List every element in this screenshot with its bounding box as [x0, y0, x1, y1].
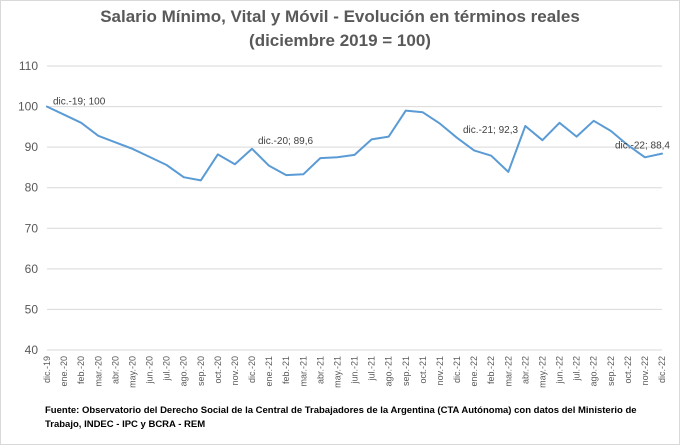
- x-tick-label: nov.-22: [640, 356, 650, 385]
- data-point: [387, 135, 390, 138]
- data-point: [370, 138, 373, 141]
- data-point: [456, 136, 459, 139]
- data-point: [404, 109, 407, 112]
- x-tick-label: nov.-21: [435, 356, 445, 385]
- y-tick-label: 110: [19, 59, 38, 73]
- chart-title-line1: Salario Mínimo, Vital y Móvil - Evolució…: [100, 7, 580, 26]
- data-point: [199, 179, 202, 182]
- data-label: dic.-20; 89,6: [258, 136, 313, 147]
- data-label: dic.-19; 100: [53, 97, 106, 108]
- y-tick-label: 50: [25, 302, 39, 316]
- x-tick-label: abr.-20: [110, 356, 120, 384]
- data-point: [507, 170, 510, 173]
- data-point: [131, 147, 134, 150]
- x-tick-label: ago.-21: [384, 356, 394, 387]
- data-point: [285, 174, 288, 177]
- y-tick-label: 80: [25, 181, 39, 195]
- data-point: [421, 111, 424, 114]
- x-tick-label: mar.-20: [93, 356, 103, 387]
- x-tick-label: jun.-20: [145, 356, 155, 385]
- x-tick-label: feb.-22: [486, 356, 496, 384]
- x-tick-label: ene.-20: [59, 356, 69, 387]
- data-point: [558, 121, 561, 124]
- x-tick-label: sep.-21: [401, 356, 411, 386]
- x-tick-label: dic.-19: [42, 356, 52, 383]
- data-point: [46, 105, 49, 108]
- x-tick-label: ene.-21: [264, 356, 274, 387]
- data-point: [473, 149, 476, 152]
- x-tick-label: may.-22: [537, 356, 547, 388]
- x-tick-label: oct.-21: [418, 356, 428, 384]
- x-tick-label: abr.-21: [315, 356, 325, 384]
- x-tick-label: dic.-21: [452, 356, 462, 383]
- data-point: [336, 156, 339, 159]
- x-tick-label: mar.-21: [298, 356, 308, 387]
- data-point: [575, 135, 578, 138]
- x-tick-label: jun.-22: [555, 356, 565, 385]
- data-point: [609, 129, 612, 132]
- x-tick-label: abr.-22: [520, 356, 530, 384]
- data-label: dic.-22; 88,4: [615, 141, 670, 152]
- y-tick-label: 40: [25, 343, 39, 357]
- data-point: [353, 153, 356, 156]
- data-point: [182, 176, 185, 179]
- data-point: [438, 122, 441, 125]
- x-tick-label: oct.-22: [623, 356, 633, 384]
- data-point: [216, 153, 219, 156]
- x-tick-label: jul.-20: [162, 356, 172, 382]
- data-point: [97, 134, 100, 137]
- x-tick-label: feb.-20: [76, 356, 86, 384]
- x-tick-label: mar.-22: [503, 356, 513, 387]
- data-point: [165, 163, 168, 166]
- data-point: [302, 173, 305, 176]
- data-point: [592, 119, 595, 122]
- y-tick-label: 70: [25, 221, 39, 235]
- data-point: [643, 156, 646, 159]
- data-point: [541, 139, 544, 142]
- x-tick-label: may.-21: [332, 356, 342, 388]
- data-point: [251, 147, 254, 150]
- x-tick-label: ago.-22: [589, 356, 599, 387]
- x-tick-label: may.-20: [127, 356, 137, 388]
- data-point: [233, 163, 236, 166]
- x-tick-label: jul.-22: [572, 356, 582, 382]
- data-point: [490, 154, 493, 157]
- y-tick-label: 60: [25, 262, 39, 276]
- chart-title-line2: (diciembre 2019 = 100): [249, 31, 431, 50]
- x-tick-label: dic.-20: [247, 356, 257, 383]
- y-tick-label: 100: [18, 100, 38, 114]
- data-point: [524, 125, 527, 128]
- data-point: [661, 152, 664, 155]
- x-tick-label: feb.-21: [281, 356, 291, 384]
- x-tick-label: dic.-22: [657, 356, 667, 383]
- x-tick-label: sep.-20: [196, 356, 206, 386]
- data-point: [63, 113, 66, 116]
- data-point: [148, 155, 151, 158]
- data-point: [114, 141, 117, 144]
- x-tick-label: nov.-20: [230, 356, 240, 385]
- data-point: [80, 121, 83, 124]
- source-note: Fuente: Observatorio del Derecho Social …: [45, 405, 637, 430]
- x-tick-label: jun.-21: [350, 356, 360, 385]
- x-tick-label: sep.-22: [606, 356, 616, 386]
- data-label: dic.-21; 92,3: [463, 125, 518, 136]
- x-tick-label: jul.-21: [367, 356, 377, 382]
- x-tick-label: oct.-20: [213, 356, 223, 384]
- x-tick-label: ago.-20: [179, 356, 189, 387]
- x-tick-label: ene.-22: [469, 356, 479, 387]
- data-point: [319, 157, 322, 160]
- y-tick-label: 90: [25, 140, 39, 154]
- series-line: [46, 105, 663, 182]
- data-point: [268, 164, 271, 167]
